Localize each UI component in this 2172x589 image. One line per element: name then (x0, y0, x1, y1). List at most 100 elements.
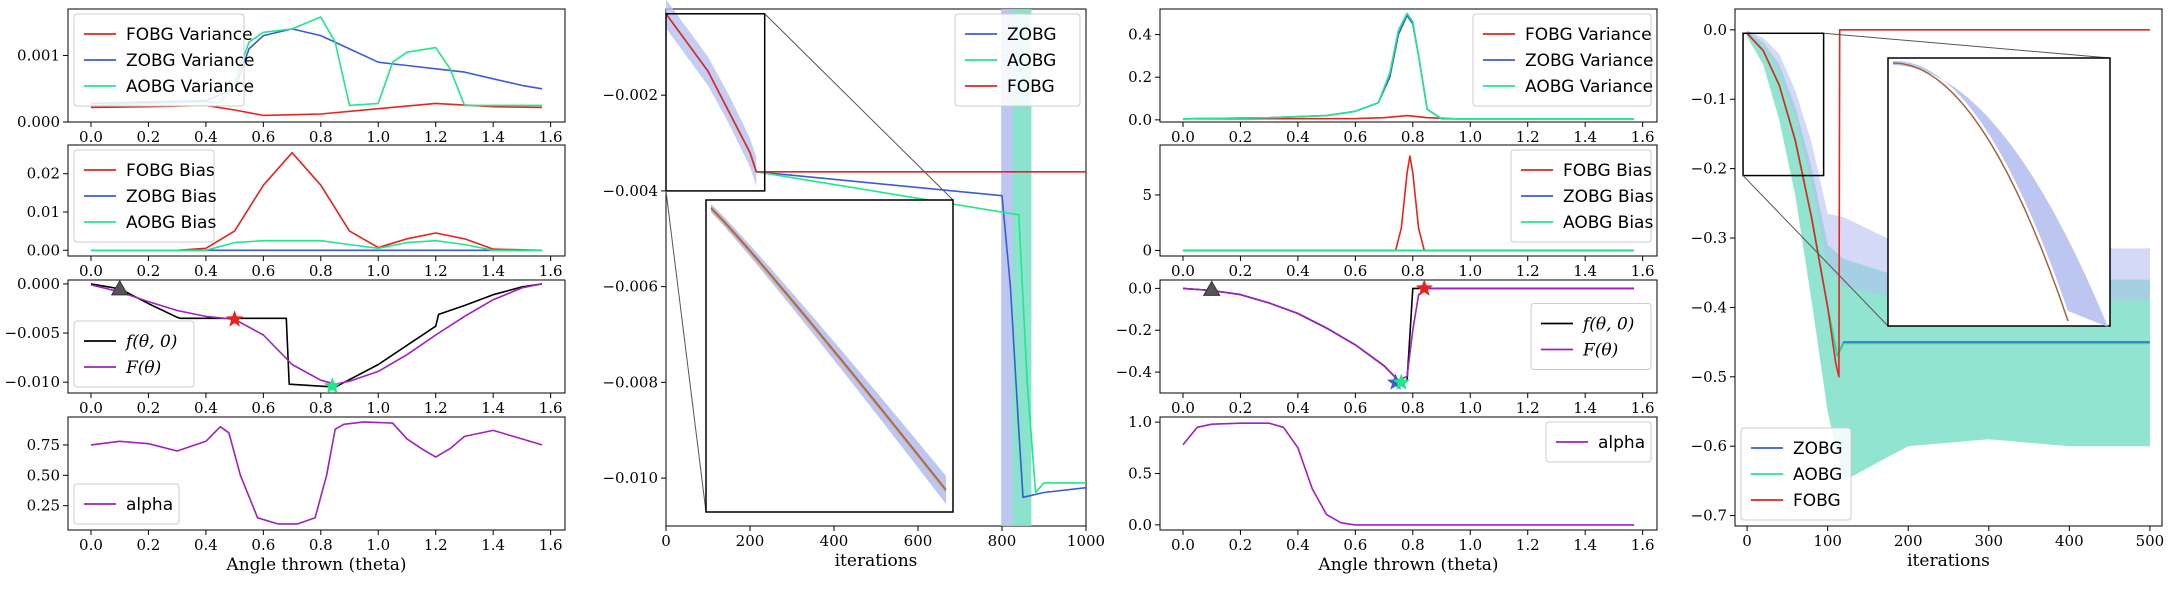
p1_variance-legend-label: FOBG Variance (126, 25, 253, 45)
p1_variance-panel: 0.0 0.2 0.4 0.6 0.8 1.0 1.2 1.4 1.6 0.000 0.001 FOB… (17, 8, 566, 146)
p4_iter-legend-label: ZOBG (1793, 439, 1843, 459)
p3_variance-xtick-label: 0.4 (1286, 128, 1310, 146)
p3_variance-xtick-label: 0.6 (1343, 128, 1367, 146)
p1_f-legend-label: f(θ, 0) (124, 332, 177, 352)
p2_iter-xtick-label: 800 (988, 532, 1017, 550)
p1_bias-xtick-label: 1.6 (539, 262, 563, 280)
p1_f-xtick-label: 0.6 (251, 399, 275, 417)
p2_iter-xtick-label: 600 (904, 532, 933, 550)
p3_f-ytick-label: −0.2 (1116, 321, 1152, 339)
p1_bias-legend-label: FOBG Bias (126, 161, 215, 181)
p1_f-xtick-label: 0.8 (309, 399, 333, 417)
p3_bias-axes-frame (1159, 144, 1658, 257)
p1_bias-xtick-label: 0.0 (79, 262, 103, 280)
p2_iter-xtick-label: 0 (661, 532, 671, 550)
p2_iter-legend-label: ZOBG (1007, 25, 1057, 45)
p1_alpha-xtick-label: 1.2 (424, 536, 448, 554)
p2-zoom-connector (665, 190, 707, 513)
p4-zoom-source-box (1742, 32, 1825, 177)
p3_f-legend-label: f(θ, 0) (1581, 315, 1634, 335)
p1_alpha-ytick-label: 0.25 (27, 497, 60, 515)
p3_alpha-xtick-label: 1.6 (1631, 536, 1655, 554)
p4_iter-xlabel: iterations (1907, 551, 1990, 571)
p1_variance-xtick-label: 0.4 (194, 128, 218, 146)
p3_alpha-xtick-label: 0.2 (1229, 536, 1253, 554)
p1_alpha-ytick-label: 0.75 (27, 436, 60, 454)
p4_iter-ytick-label: −0.7 (1691, 507, 1727, 525)
p4-zoom-connector (1742, 175, 1889, 327)
p4_iter-xtick-label: 200 (1894, 532, 1923, 550)
p1_bias-line-aobg-bias (91, 239, 542, 252)
p3_alpha-xtick-label: 1.4 (1573, 536, 1597, 554)
p1_f-xtick-label: 1.0 (366, 399, 390, 417)
p2-zoom-connector (764, 13, 954, 201)
p1_bias-xtick-label: 0.2 (137, 262, 161, 280)
p4_iter-ytick-label: −0.2 (1691, 160, 1727, 178)
p3_alpha-xtick-label: 1.2 (1516, 536, 1540, 554)
p1_f-ytick-label: −0.005 (4, 324, 60, 342)
p3_f-xtick-label: 0.4 (1286, 399, 1310, 417)
p3_variance-xtick-label: 1.0 (1458, 128, 1482, 146)
p2_iter-plot-area (666, 13, 1086, 499)
p1_alpha-xtick-label: 1.6 (539, 536, 563, 554)
p3_variance-legend-label: ZOBG Variance (1525, 51, 1653, 71)
p3_f-legend (1530, 303, 1652, 370)
p1_variance-xtick-label: 0.6 (251, 128, 275, 146)
p2_iter-ytick-label: −0.010 (602, 469, 658, 487)
p3_bias-xtick-label: 1.2 (1516, 262, 1540, 280)
p3_alpha-panel: 0.0 0.2 0.4 0.6 0.8 1.0 1.2 1.4 1.60.00.51.0Angl… (1128, 413, 1658, 575)
p3_variance-xtick-label: 0.2 (1229, 128, 1253, 146)
p3_alpha-plot-area (1182, 422, 1634, 526)
p2-inset-band (711, 204, 946, 504)
p3_alpha-line-alpha (1182, 422, 1634, 526)
p3_bias-legend-label: AOBG Bias (1563, 213, 1653, 233)
p2_iter-legend-label: FOBG (1007, 77, 1055, 97)
p3_bias-xtick-label: 0.8 (1401, 262, 1425, 280)
p3_f-xtick-label: 1.4 (1573, 399, 1597, 417)
p1_f-axes-frame (67, 279, 566, 394)
p3_bias-legend (1510, 149, 1652, 243)
p1_alpha-legend-label: alpha (126, 495, 173, 515)
p3_alpha-xtick-label: 0.4 (1286, 536, 1310, 554)
p1_variance-xtick-label: 1.0 (366, 128, 390, 146)
p3_alpha-ytick-label: 0.5 (1128, 465, 1152, 483)
p3_f-ytick-label: 0.0 (1128, 279, 1152, 297)
p1_variance-xtick-label: 1.2 (424, 128, 448, 146)
p4_iter-panel: 0 100 200 300 400 500 0.0 −0.1 −0.2 −0.3 −0.4 −0.5 −… (1691, 8, 2164, 571)
p2-zoom-source-box (665, 13, 766, 192)
p3_variance-ytick-label: 0.4 (1128, 26, 1152, 44)
star-marker (1415, 279, 1433, 296)
p3_bias-xtick-label: 0.4 (1286, 262, 1310, 280)
p2_iter-line-fobg (666, 13, 1086, 173)
p4_iter-ytick-label: −0.4 (1691, 298, 1727, 316)
p3_bias-xtick-label: 1.4 (1573, 262, 1597, 280)
p1_bias-axes-frame (67, 144, 566, 257)
p3_f-legend-label: F(θ) (1582, 341, 1618, 361)
p1_alpha-xtick-label: 0.4 (194, 536, 218, 554)
p2_iter-axes-frame (665, 8, 1087, 527)
p1_alpha-xlabel: Angle thrown (theta) (225, 555, 406, 575)
p3_variance-xtick-label: 1.6 (1631, 128, 1655, 146)
p3_alpha-xtick-label: 0.6 (1343, 536, 1367, 554)
p1_variance-legend (73, 13, 245, 107)
p2_iter-xtick-label: 400 (820, 532, 849, 550)
p3_f-xtick-label: 1.6 (1631, 399, 1655, 417)
p3_bias-plot-area (1183, 155, 1634, 252)
p3_bias-legend-label: FOBG Bias (1563, 161, 1652, 181)
p1_alpha-xtick-label: 1.4 (481, 536, 505, 554)
p2_iter-xlabel: iterations (835, 551, 918, 571)
p1_alpha-xtick-label: 1.0 (366, 536, 390, 554)
p1_bias-xtick-label: 0.4 (194, 262, 218, 280)
p1_f-xtick-label: 0.4 (194, 399, 218, 417)
p1_variance-xtick-label: 1.6 (539, 128, 563, 146)
p3_bias-xtick-label: 0.6 (1343, 262, 1367, 280)
p3_bias-xtick-label: 0.0 (1171, 262, 1195, 280)
p3_f-ytick-label: −0.4 (1116, 363, 1152, 381)
p1_variance-xtick-label: 0.0 (79, 128, 103, 146)
p1_alpha-axes-frame (67, 416, 566, 531)
p1_bias-xtick-label: 0.8 (309, 262, 333, 280)
p1_alpha-xtick-label: 0.0 (79, 536, 103, 554)
p2_iter-legend-label: AOBG (1007, 51, 1056, 71)
p1_bias-plot-area (91, 151, 543, 252)
p4_iter-ytick-label: 0.0 (1703, 21, 1727, 39)
